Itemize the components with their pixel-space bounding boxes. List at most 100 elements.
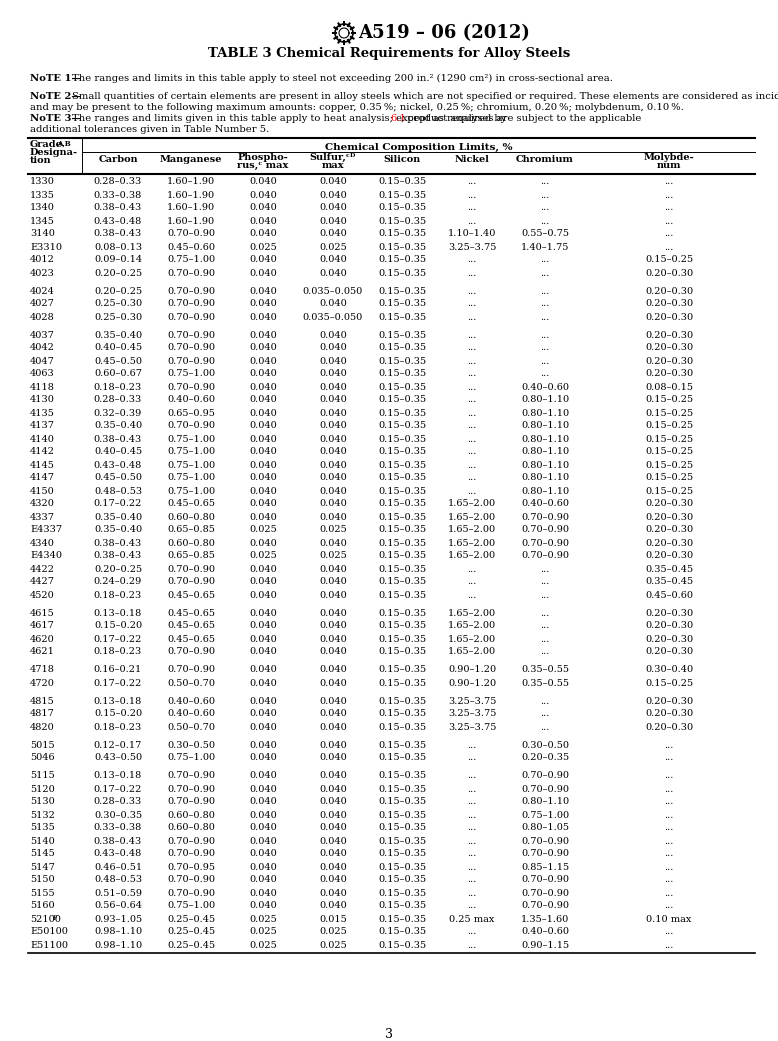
Text: 0.80–1.10: 0.80–1.10 <box>521 460 569 469</box>
Text: 4135: 4135 <box>30 408 55 417</box>
Text: 0.15–0.35: 0.15–0.35 <box>378 621 426 631</box>
Text: 0.80–1.10: 0.80–1.10 <box>521 434 569 443</box>
Text: 0.20–0.30: 0.20–0.30 <box>645 648 693 657</box>
Text: ...: ... <box>664 191 674 200</box>
Text: ...: ... <box>468 486 477 496</box>
Text: 0.15–0.35: 0.15–0.35 <box>378 635 426 643</box>
Text: 0.70–0.90: 0.70–0.90 <box>521 902 569 911</box>
Text: ...: ... <box>468 448 477 457</box>
Text: 0.15–0.35: 0.15–0.35 <box>378 526 426 534</box>
Text: 0.75–1.00: 0.75–1.00 <box>167 474 215 482</box>
Text: 0.70–0.90: 0.70–0.90 <box>167 330 215 339</box>
Text: and may be present to the following maximum amounts: copper, 0.35 %; nickel, 0.2: and may be present to the following maxi… <box>30 103 684 112</box>
Text: tion: tion <box>30 156 51 166</box>
Text: ...: ... <box>468 396 477 405</box>
Text: 1340: 1340 <box>30 203 55 212</box>
Text: 0.90–1.20: 0.90–1.20 <box>448 679 496 687</box>
Text: 0.15–0.35: 0.15–0.35 <box>378 243 426 252</box>
Text: NᴏTE 1—: NᴏTE 1— <box>30 74 82 83</box>
Text: Small quantities of certain elements are present in alloy steels which are not s: Small quantities of certain elements are… <box>72 92 778 101</box>
Text: 0.30–0.50: 0.30–0.50 <box>521 740 569 750</box>
Text: 0.80–1.05: 0.80–1.05 <box>521 823 569 833</box>
Text: 0.15–0.35: 0.15–0.35 <box>378 928 426 937</box>
Text: 0.040: 0.040 <box>319 609 347 617</box>
Text: 0.70–0.90: 0.70–0.90 <box>167 382 215 391</box>
Text: 0.040: 0.040 <box>319 679 347 687</box>
Text: 0.17–0.22: 0.17–0.22 <box>94 635 142 643</box>
Text: 0.025: 0.025 <box>249 552 277 560</box>
Text: 0.15–0.35: 0.15–0.35 <box>378 460 426 469</box>
Text: 4817: 4817 <box>30 710 55 718</box>
Text: 0.38–0.43: 0.38–0.43 <box>94 229 142 238</box>
Text: ...: ... <box>664 928 674 937</box>
Text: 0.38–0.43: 0.38–0.43 <box>94 552 142 560</box>
Text: 0.040: 0.040 <box>249 255 277 264</box>
Text: 0.15–0.35: 0.15–0.35 <box>378 330 426 339</box>
Text: 0.15–0.35: 0.15–0.35 <box>378 217 426 226</box>
Text: 0.15–0.25: 0.15–0.25 <box>645 474 693 482</box>
Text: 5147: 5147 <box>30 863 55 871</box>
Text: 4718: 4718 <box>30 665 55 675</box>
Text: 0.75–1.00: 0.75–1.00 <box>167 448 215 457</box>
Text: 0.040: 0.040 <box>249 679 277 687</box>
Text: 0.43–0.48: 0.43–0.48 <box>94 849 142 859</box>
Text: 0.15–0.35: 0.15–0.35 <box>378 797 426 807</box>
Text: F: F <box>53 914 58 922</box>
Text: 0.040: 0.040 <box>249 665 277 675</box>
Text: ...: ... <box>540 217 550 226</box>
Text: 4147: 4147 <box>30 474 55 482</box>
Text: ...: ... <box>540 609 550 617</box>
Text: 0.25 max: 0.25 max <box>450 914 495 923</box>
Text: 0.70–0.90: 0.70–0.90 <box>167 300 215 308</box>
Text: 0.15–0.35: 0.15–0.35 <box>378 648 426 657</box>
Text: 0.040: 0.040 <box>249 512 277 522</box>
Text: 0.15–0.35: 0.15–0.35 <box>378 191 426 200</box>
Text: 0.17–0.22: 0.17–0.22 <box>94 785 142 793</box>
Text: 0.040: 0.040 <box>249 710 277 718</box>
Text: 0.25–0.45: 0.25–0.45 <box>167 914 215 923</box>
Text: 5120: 5120 <box>30 785 54 793</box>
Text: 0.70–0.90: 0.70–0.90 <box>521 552 569 560</box>
Text: ...: ... <box>664 785 674 793</box>
Text: 0.45–0.60: 0.45–0.60 <box>167 243 215 252</box>
Text: 0.040: 0.040 <box>319 590 347 600</box>
Text: 0.15–0.25: 0.15–0.25 <box>645 396 693 405</box>
Text: 0.38–0.43: 0.38–0.43 <box>94 434 142 443</box>
Text: 0.25–0.30: 0.25–0.30 <box>94 300 142 308</box>
Text: 0.20–0.25: 0.20–0.25 <box>94 286 142 296</box>
Text: ...: ... <box>468 797 477 807</box>
Text: 0.70–0.90: 0.70–0.90 <box>521 837 569 845</box>
Text: 0.040: 0.040 <box>319 422 347 431</box>
Text: 0.15–0.25: 0.15–0.25 <box>645 255 693 264</box>
Text: 0.15–0.20: 0.15–0.20 <box>94 621 142 631</box>
Text: ...: ... <box>664 889 674 897</box>
Text: 4037: 4037 <box>30 330 55 339</box>
Text: 0.70–0.90: 0.70–0.90 <box>167 422 215 431</box>
Text: 0.20–0.30: 0.20–0.30 <box>645 300 693 308</box>
Text: 0.09–0.14: 0.09–0.14 <box>94 255 142 264</box>
Text: 0.15–0.35: 0.15–0.35 <box>378 696 426 706</box>
Text: 0.15–0.35: 0.15–0.35 <box>378 255 426 264</box>
Text: 0.040: 0.040 <box>249 621 277 631</box>
Text: 0.20–0.30: 0.20–0.30 <box>645 538 693 548</box>
Text: 0.040: 0.040 <box>319 564 347 574</box>
Text: 5015: 5015 <box>30 740 54 750</box>
Text: 0.70–0.90: 0.70–0.90 <box>521 849 569 859</box>
Text: 0.15–0.35: 0.15–0.35 <box>378 754 426 762</box>
Text: 5115: 5115 <box>30 771 54 781</box>
Text: 1.65–2.00: 1.65–2.00 <box>448 500 496 508</box>
Text: ...: ... <box>664 863 674 871</box>
Text: 0.15–0.35: 0.15–0.35 <box>378 863 426 871</box>
Text: 0.45–0.65: 0.45–0.65 <box>167 621 215 631</box>
Text: 4047: 4047 <box>30 356 55 365</box>
Text: 4150: 4150 <box>30 486 54 496</box>
Text: ...: ... <box>468 356 477 365</box>
Text: ...: ... <box>468 191 477 200</box>
Text: ...: ... <box>540 648 550 657</box>
Text: 0.48–0.53: 0.48–0.53 <box>94 486 142 496</box>
Text: 0.15–0.35: 0.15–0.35 <box>378 875 426 885</box>
Text: Nickel: Nickel <box>454 155 489 164</box>
Text: 0.70–0.90: 0.70–0.90 <box>521 512 569 522</box>
Text: 0.040: 0.040 <box>249 811 277 819</box>
Text: 4137: 4137 <box>30 422 55 431</box>
